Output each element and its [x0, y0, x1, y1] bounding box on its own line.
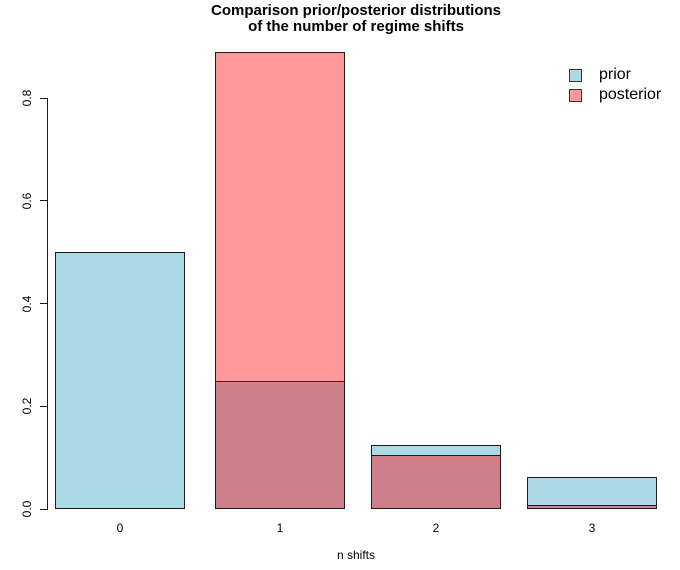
chart-title: Comparison prior/posterior distributions… — [47, 3, 665, 35]
bar-prior-3 — [527, 476, 657, 509]
legend-swatch-posterior — [569, 88, 582, 102]
y-tick-mark — [40, 405, 47, 407]
y-tick-label: 0.0 — [20, 500, 34, 518]
y-tick-label: 0.6 — [20, 192, 34, 210]
bar-posterior-1 — [215, 51, 345, 509]
legend-item-prior: prior — [569, 65, 661, 85]
chart-title-line-2: of the number of regime shifts — [248, 18, 464, 35]
y-tick-label: 0.4 — [20, 295, 34, 312]
legend-label-prior: prior — [599, 66, 632, 83]
bar-prior-0 — [55, 252, 185, 509]
y-tick-label: 0.8 — [20, 89, 34, 107]
chart-title-line-1: Comparison prior/posterior distributions — [210, 2, 502, 19]
bar-posterior-3 — [527, 505, 657, 509]
x-tick-label: 3 — [588, 521, 596, 535]
x-axis-title: n shifts — [336, 548, 375, 562]
x-tick-label: 1 — [276, 521, 284, 535]
y-tick-mark — [40, 97, 47, 99]
bar-posterior-2 — [371, 455, 501, 509]
x-tick-label: 2 — [432, 521, 440, 535]
legend-swatch-prior — [569, 68, 582, 82]
y-tick-mark — [40, 303, 47, 304]
legend-label-posterior: posterior — [599, 86, 662, 103]
y-tick-label: 0.2 — [20, 397, 34, 415]
y-tick-mark — [40, 200, 47, 202]
legend: prior posterior — [569, 65, 661, 105]
legend-item-posterior: posterior — [569, 85, 661, 105]
y-tick-mark — [40, 508, 47, 510]
y-axis-line — [47, 98, 48, 510]
x-tick-label: 0 — [116, 521, 124, 535]
